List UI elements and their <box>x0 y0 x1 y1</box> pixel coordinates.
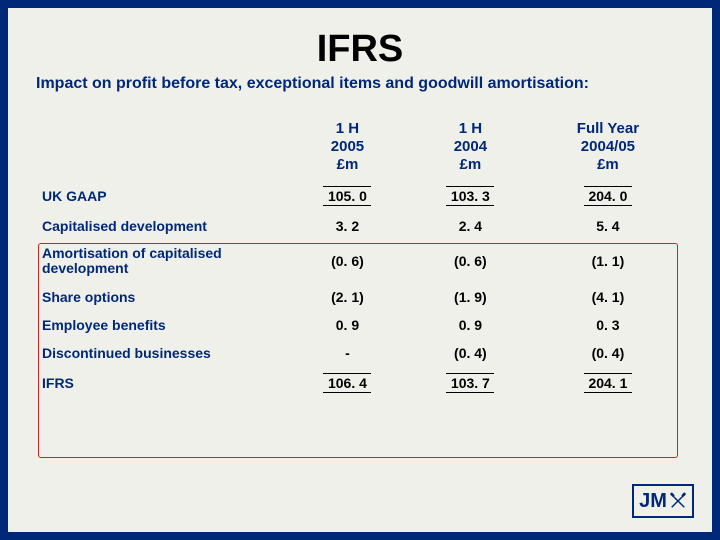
reconciliation-table: 1 H 2005 £m 1 H 2004 £m Full Year 2004/0… <box>36 111 684 402</box>
row-label: Employee benefits <box>36 314 286 336</box>
row-label: IFRS <box>36 370 286 396</box>
table-row: Employee benefits 0. 9 0. 9 0. 3 <box>36 314 684 336</box>
cell: (0. 4) <box>409 342 532 364</box>
cell: 5. 4 <box>532 215 684 237</box>
logo-text: JM <box>639 490 667 513</box>
cell: 103. 3 <box>409 183 532 209</box>
hammers-icon <box>669 492 687 510</box>
table-row: IFRS 106. 4 103. 7 204. 1 <box>36 370 684 396</box>
row-label: Amortisation of capitalised development <box>36 243 286 280</box>
table-row: Capitalised development 3. 2 2. 4 5. 4 <box>36 215 684 237</box>
cell: 204. 1 <box>532 370 684 396</box>
table-row: Discontinued businesses - (0. 4) (0. 4) <box>36 342 684 364</box>
cell: 106. 4 <box>286 370 409 396</box>
cell: 204. 0 <box>532 183 684 209</box>
cell: 0. 3 <box>532 314 684 336</box>
cell: 0. 9 <box>286 314 409 336</box>
cell: (2. 1) <box>286 286 409 308</box>
cell: (0. 6) <box>286 243 409 280</box>
page-title: IFRS <box>36 28 684 71</box>
cell: (0. 4) <box>532 342 684 364</box>
cell: 0. 9 <box>409 314 532 336</box>
cell: (1. 1) <box>532 243 684 280</box>
row-label: Discontinued businesses <box>36 342 286 364</box>
cell: 3. 2 <box>286 215 409 237</box>
col-header-3: Full Year 2004/05 £m <box>532 117 684 177</box>
cell: - <box>286 342 409 364</box>
col-header-2: 1 H 2004 £m <box>409 117 532 177</box>
col-header-1: 1 H 2005 £m <box>286 117 409 177</box>
row-label: UK GAAP <box>36 183 286 209</box>
cell: 2. 4 <box>409 215 532 237</box>
cell: (0. 6) <box>409 243 532 280</box>
row-label: Capitalised development <box>36 215 286 237</box>
table-row: UK GAAP 105. 0 103. 3 204. 0 <box>36 183 684 209</box>
cell: 103. 7 <box>409 370 532 396</box>
cell: (1. 9) <box>409 286 532 308</box>
page-subtitle: Impact on profit before tax, exceptional… <box>36 75 684 93</box>
company-logo: JM <box>632 484 694 518</box>
row-label: Share options <box>36 286 286 308</box>
cell: 105. 0 <box>286 183 409 209</box>
table-row: Amortisation of capitalised development … <box>36 243 684 280</box>
table-row: Share options (2. 1) (1. 9) (4. 1) <box>36 286 684 308</box>
cell: (4. 1) <box>532 286 684 308</box>
